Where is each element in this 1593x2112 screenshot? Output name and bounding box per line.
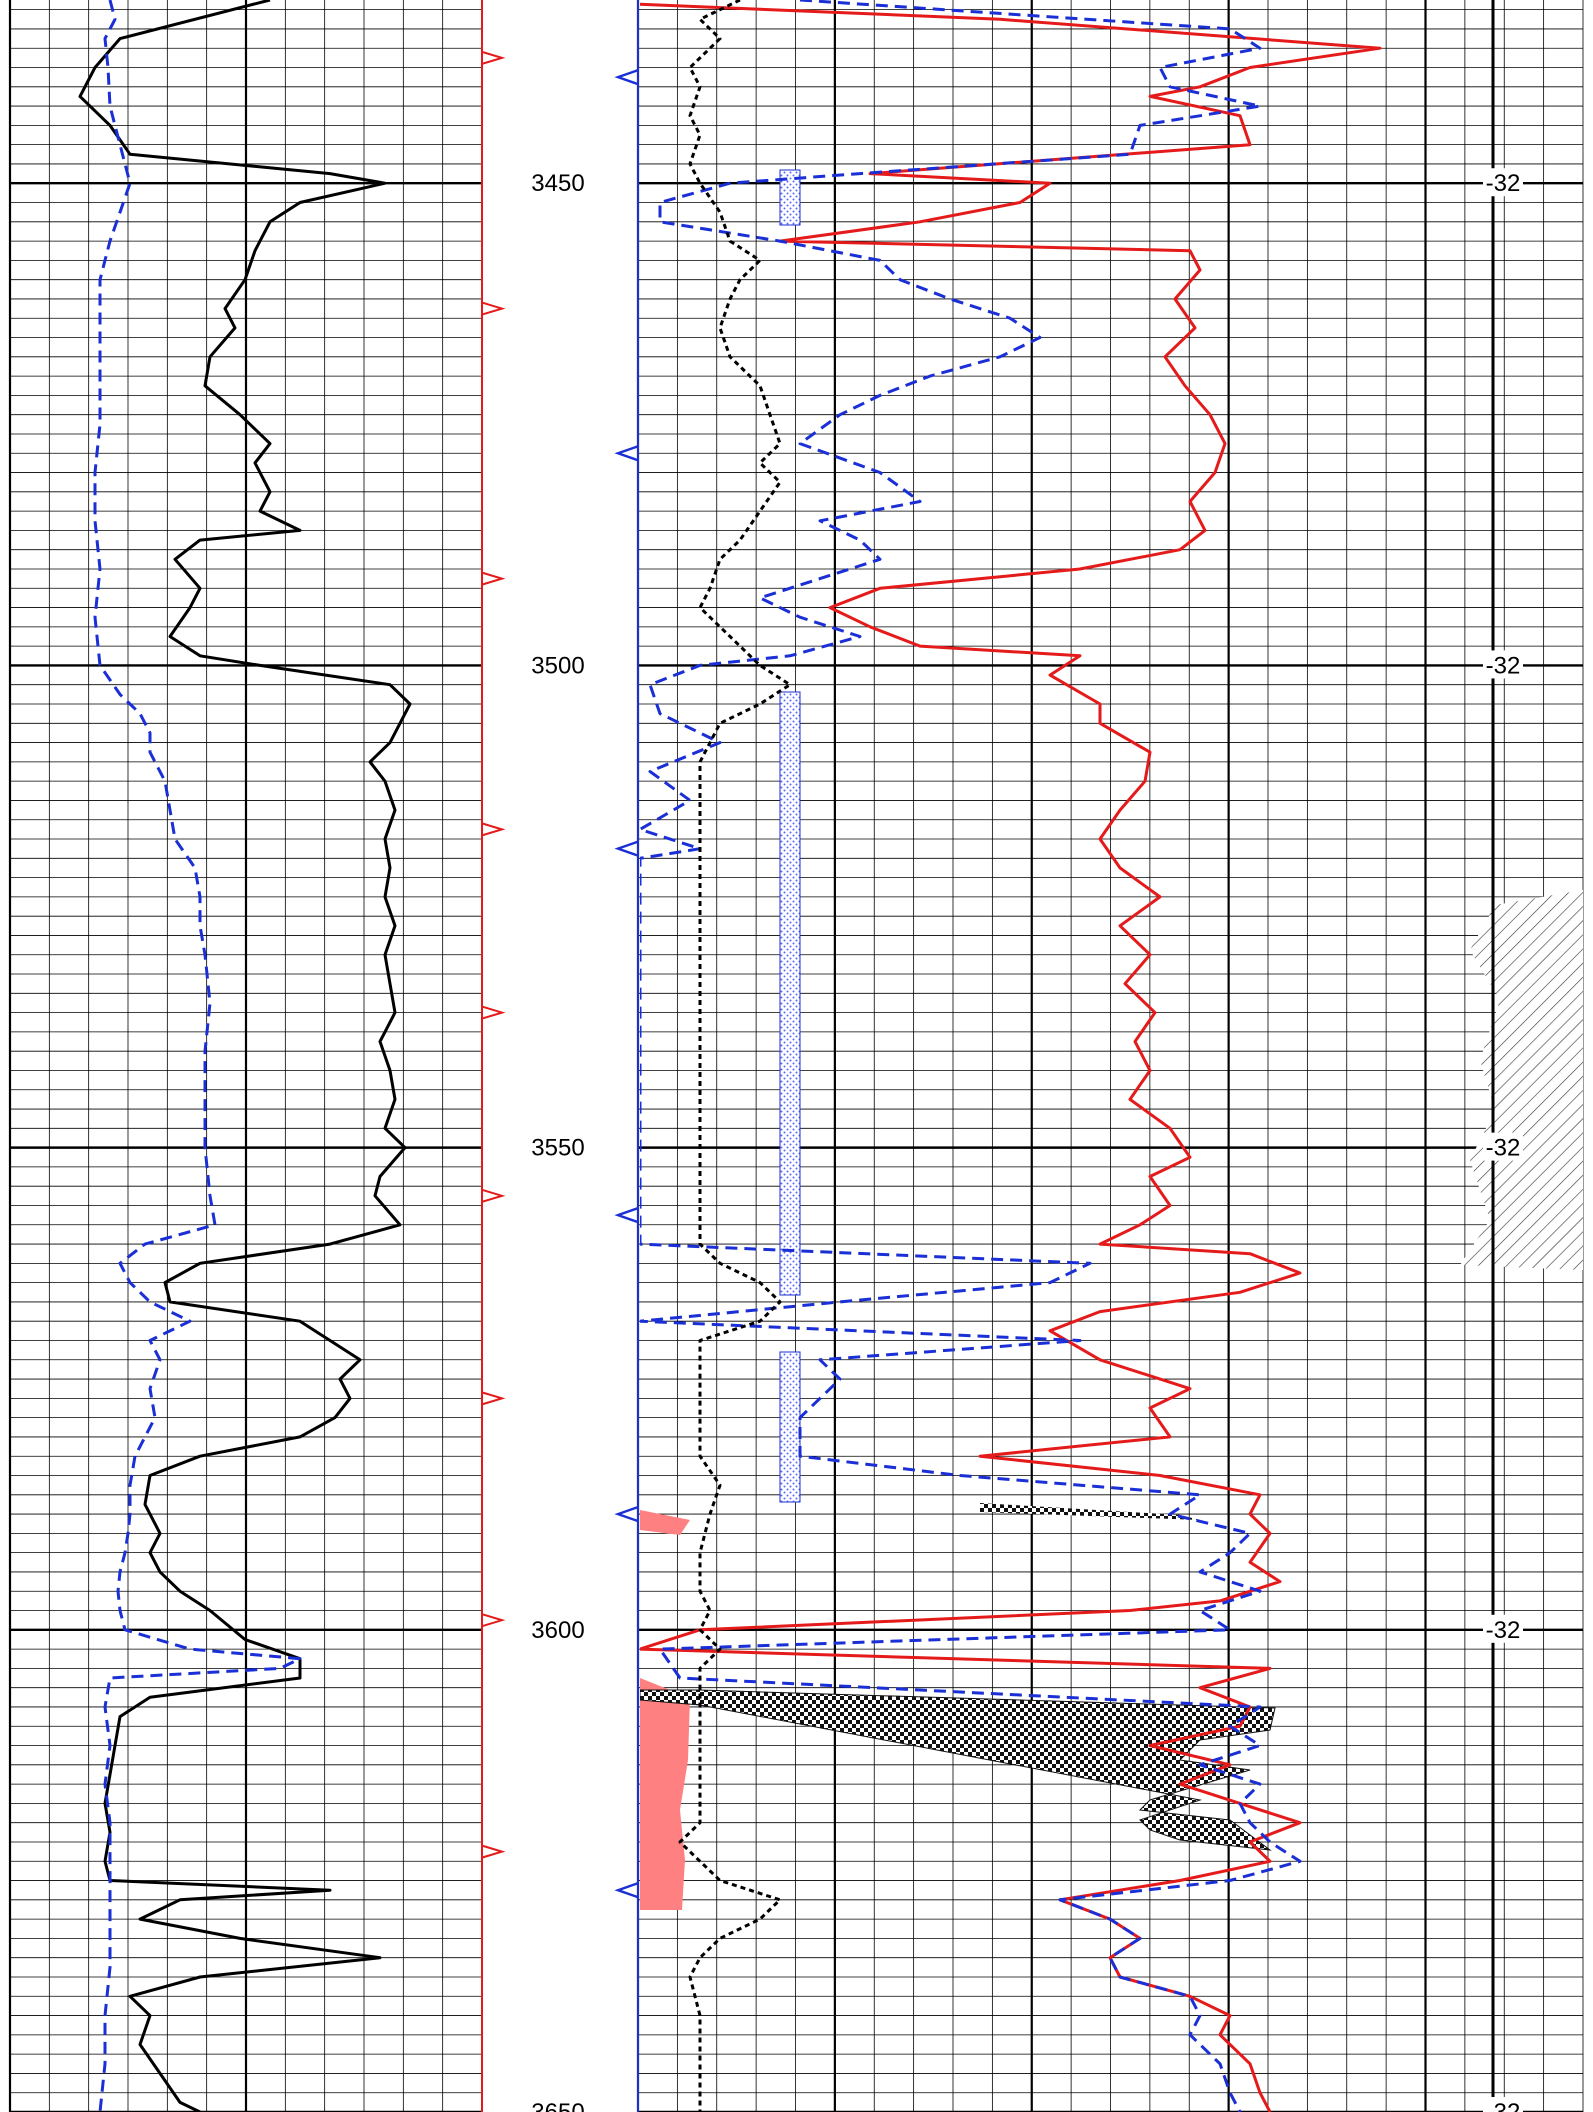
track-marker (614, 445, 639, 462)
depth-label-bg (520, 2096, 596, 2112)
depth-marker (481, 1844, 506, 1859)
track2-curve-1 (640, 0, 1302, 2112)
right-scale-label: -32 (1486, 1617, 1521, 1644)
right-label-bg (1483, 1132, 1523, 1161)
depth-marker (481, 301, 506, 316)
right-scale-label: -32 (1486, 1135, 1521, 1162)
track-marker (614, 69, 639, 86)
right-scale-label: -32 (1486, 170, 1521, 197)
right-scale-label: -32 (1486, 2099, 1521, 2112)
depth-marker (481, 1005, 506, 1020)
checkered-fill (640, 1689, 1276, 1851)
track1-markers (481, 50, 506, 1859)
depth-marker (481, 50, 506, 65)
sand-fill-column (779, 691, 801, 1296)
red-fill-patch (640, 1678, 690, 1910)
depth-marker (481, 571, 506, 586)
depth-label: 3550 (531, 1135, 584, 1162)
depth-label-bg (520, 167, 596, 198)
right-label-bg (1483, 168, 1523, 197)
red-fill-patch-upper (640, 1510, 690, 1535)
right-scale-labels: -32 -32 -32 -32 -32 (1483, 168, 1523, 2112)
depth-label: 3650 (531, 2099, 584, 2112)
depth-marker (481, 1613, 506, 1628)
depth-label: 3500 (531, 652, 584, 679)
right-label-bg (1483, 650, 1523, 679)
depth-marker (481, 822, 506, 837)
depth-marker (481, 1391, 506, 1406)
track-marker (614, 840, 639, 857)
depth-label: 3600 (531, 1617, 584, 1644)
track2-curve-0 (640, 2, 1382, 2112)
track2-fills (640, 169, 1583, 1910)
depth-label: 3450 (531, 170, 584, 197)
track2-markers (614, 69, 639, 1899)
checkered-fill-mid (980, 1503, 1200, 1520)
right-label-bg (1483, 2097, 1523, 2112)
track1-curve-0 (78, 0, 412, 2112)
track-marker (614, 1505, 639, 1523)
depth-label-bg (520, 649, 596, 680)
depth-marker (481, 1188, 506, 1203)
track-marker (614, 1882, 639, 1899)
depth-label-bg (520, 1613, 596, 1644)
depth-labels: 3450 3500 3550 3600 3650 (520, 167, 596, 2112)
track2-curve-2 (678, 0, 792, 2112)
right-label-bg (1483, 1614, 1523, 1643)
right-scale-label: -32 (1486, 652, 1521, 679)
track2-curves (640, 0, 1382, 2112)
sand-fill-top (779, 169, 801, 226)
track1-curves (78, 0, 412, 2112)
track2-grid (636, 0, 1584, 2112)
track1-grid (8, 0, 483, 2112)
sand-fill-column-lower (779, 1351, 801, 1503)
depth-label-bg (520, 1131, 596, 1162)
track-marker (614, 1206, 639, 1224)
track1-curve-1 (93, 0, 302, 2112)
hatched-fill (1460, 890, 1583, 1270)
